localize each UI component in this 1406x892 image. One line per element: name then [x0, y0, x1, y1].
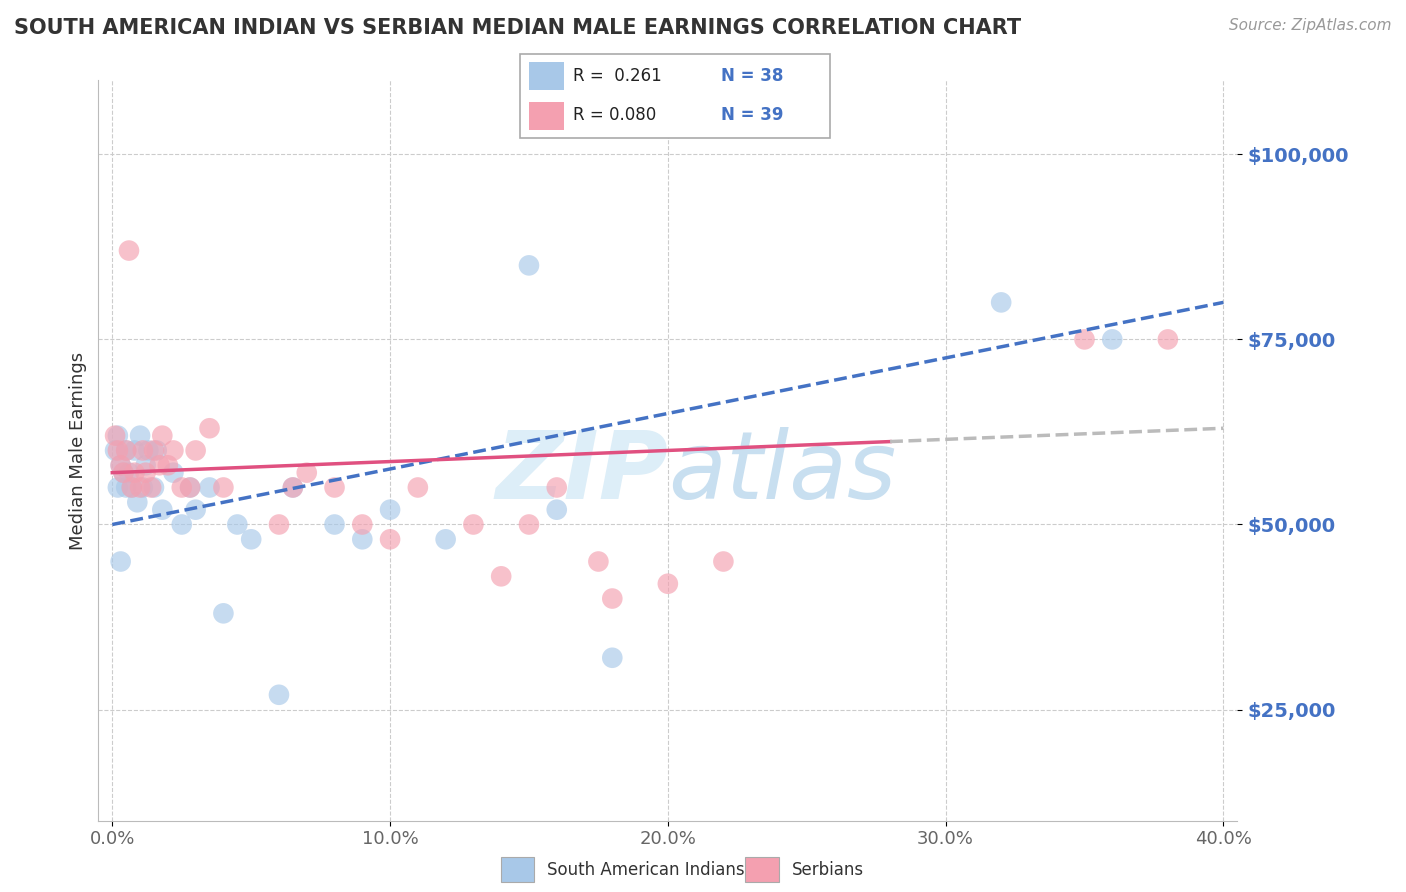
- Point: [162, 466, 184, 480]
- Point: [141, 480, 163, 494]
- FancyBboxPatch shape: [501, 857, 534, 882]
- Text: R = 0.080: R = 0.080: [572, 105, 657, 123]
- Point: [110, 554, 132, 569]
- Point: [150, 502, 173, 516]
- Point: [156, 458, 179, 473]
- FancyBboxPatch shape: [530, 102, 564, 130]
- Point: [212, 480, 235, 494]
- Point: [546, 480, 568, 494]
- Point: [378, 533, 401, 547]
- Point: [281, 480, 304, 494]
- Point: [132, 443, 155, 458]
- FancyBboxPatch shape: [520, 54, 830, 138]
- Point: [143, 480, 166, 494]
- Point: [600, 591, 623, 606]
- Point: [170, 480, 193, 494]
- Point: [127, 495, 149, 509]
- Point: [240, 533, 263, 547]
- Point: [124, 466, 146, 480]
- Text: Source: ZipAtlas.com: Source: ZipAtlas.com: [1229, 18, 1392, 33]
- Point: [104, 443, 127, 458]
- Point: [115, 443, 138, 458]
- Point: [118, 466, 141, 480]
- Point: [198, 421, 221, 435]
- Point: [121, 480, 143, 494]
- Point: [162, 443, 184, 458]
- Text: R =  0.261: R = 0.261: [572, 68, 662, 86]
- Point: [179, 480, 201, 494]
- Point: [295, 466, 318, 480]
- Text: atlas: atlas: [668, 427, 896, 518]
- FancyBboxPatch shape: [745, 857, 779, 882]
- Point: [267, 688, 290, 702]
- Point: [107, 443, 129, 458]
- Point: [588, 554, 610, 569]
- Point: [179, 480, 201, 494]
- Point: [124, 443, 146, 458]
- Text: SOUTH AMERICAN INDIAN VS SERBIAN MEDIAN MALE EARNINGS CORRELATION CHART: SOUTH AMERICAN INDIAN VS SERBIAN MEDIAN …: [14, 18, 1021, 37]
- Point: [463, 517, 485, 532]
- Text: South American Indians: South American Indians: [547, 861, 745, 879]
- Text: N = 39: N = 39: [721, 105, 783, 123]
- Point: [406, 480, 429, 494]
- Point: [517, 259, 540, 273]
- Point: [489, 569, 512, 583]
- Point: [135, 458, 157, 473]
- Text: N = 38: N = 38: [721, 68, 783, 86]
- Point: [135, 466, 157, 480]
- Point: [990, 295, 1012, 310]
- Point: [184, 443, 207, 458]
- Point: [121, 480, 143, 494]
- Point: [132, 480, 155, 494]
- Point: [145, 443, 167, 458]
- Point: [143, 443, 166, 458]
- Point: [281, 480, 304, 494]
- Point: [226, 517, 249, 532]
- Point: [115, 480, 138, 494]
- Point: [150, 428, 173, 442]
- Point: [352, 533, 374, 547]
- Point: [323, 480, 346, 494]
- Point: [600, 650, 623, 665]
- Point: [546, 502, 568, 516]
- FancyBboxPatch shape: [530, 62, 564, 90]
- Point: [434, 533, 457, 547]
- Point: [107, 480, 129, 494]
- Point: [267, 517, 290, 532]
- Point: [212, 607, 235, 621]
- Point: [184, 502, 207, 516]
- Point: [517, 517, 540, 532]
- Point: [110, 458, 132, 473]
- Point: [112, 466, 135, 480]
- Point: [118, 244, 141, 258]
- Point: [1157, 332, 1180, 346]
- Point: [107, 428, 129, 442]
- Point: [104, 428, 127, 442]
- Point: [170, 517, 193, 532]
- Point: [112, 466, 135, 480]
- Point: [378, 502, 401, 516]
- Point: [1073, 332, 1095, 346]
- Point: [138, 443, 160, 458]
- Point: [1101, 332, 1123, 346]
- Point: [115, 443, 138, 458]
- Point: [198, 480, 221, 494]
- Point: [323, 517, 346, 532]
- Point: [148, 458, 170, 473]
- Y-axis label: Median Male Earnings: Median Male Earnings: [69, 351, 87, 549]
- Text: ZIP: ZIP: [495, 426, 668, 518]
- Point: [713, 554, 735, 569]
- Point: [352, 517, 374, 532]
- Point: [129, 428, 152, 442]
- Point: [129, 480, 152, 494]
- Point: [110, 458, 132, 473]
- Text: Serbians: Serbians: [792, 861, 863, 879]
- Point: [657, 576, 679, 591]
